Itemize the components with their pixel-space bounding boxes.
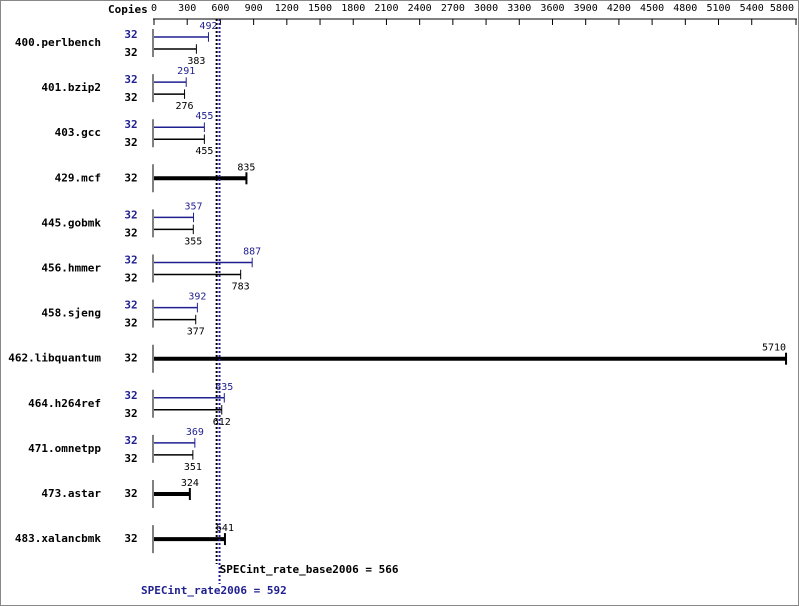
x-tick-label: 900 xyxy=(245,3,263,14)
value-label: 377 xyxy=(187,327,205,338)
copies-label: 32 xyxy=(124,46,137,59)
x-tick-label: 3300 xyxy=(507,3,531,14)
copies-label: 32 xyxy=(124,299,137,312)
copies-label: 32 xyxy=(124,136,137,149)
x-tick-label: 5400 xyxy=(740,3,764,14)
category-label: 473.astar xyxy=(41,487,101,500)
category-label: 401.bzip2 xyxy=(41,81,101,94)
copies-label: 32 xyxy=(124,73,137,86)
copies-label: 32 xyxy=(124,118,137,131)
value-label: 355 xyxy=(184,236,202,247)
category-label: 462.libquantum xyxy=(8,352,101,365)
value-label: 641 xyxy=(216,523,234,534)
category-label: 458.sjeng xyxy=(41,307,101,320)
x-tick-label: 1200 xyxy=(275,3,299,14)
x-tick-label: 1500 xyxy=(308,3,332,14)
category-label: 456.hmmer xyxy=(41,262,101,275)
copies-label: 32 xyxy=(124,91,137,104)
value-label: 783 xyxy=(232,282,250,293)
x-tick-label: 4200 xyxy=(607,3,631,14)
copies-label: 32 xyxy=(124,208,137,221)
x-tick-label: 1800 xyxy=(341,3,365,14)
x-tick-label: 4800 xyxy=(673,3,697,14)
copies-label: 32 xyxy=(124,532,137,545)
x-tick-label: 3600 xyxy=(540,3,564,14)
value-label: 455 xyxy=(195,111,213,122)
copies-label: 32 xyxy=(124,407,137,420)
x-tick-label: 600 xyxy=(211,3,229,14)
copies-label: 32 xyxy=(124,389,137,402)
category-label: 464.h264ref xyxy=(28,397,101,410)
value-label: 887 xyxy=(243,247,261,258)
axis-label: Copies xyxy=(108,3,148,16)
category-label: 471.omnetpp xyxy=(28,442,101,455)
category-label: 403.gcc xyxy=(55,126,101,139)
value-label: 276 xyxy=(176,101,194,112)
copies-label: 32 xyxy=(124,272,137,285)
x-tick-label: 2100 xyxy=(374,3,398,14)
x-tick-label: 5800 xyxy=(770,3,794,14)
value-label: 369 xyxy=(186,427,204,438)
category-label: 429.mcf xyxy=(55,171,101,184)
value-label: 324 xyxy=(181,478,199,489)
x-tick-label: 4500 xyxy=(640,3,664,14)
value-label: 612 xyxy=(213,417,231,428)
value-label: 635 xyxy=(215,382,233,393)
value-label: 5710 xyxy=(762,343,786,354)
base-summary-label: SPECint_rate_base2006 = 566 xyxy=(220,563,399,576)
category-label: 483.xalancbmk xyxy=(15,532,101,545)
category-label: 400.perlbench xyxy=(15,36,101,49)
copies-label: 32 xyxy=(124,452,137,465)
x-tick-label: 2700 xyxy=(441,3,465,14)
value-label: 455 xyxy=(195,146,213,157)
value-label: 357 xyxy=(184,201,202,212)
value-label: 351 xyxy=(184,462,202,473)
value-label: 383 xyxy=(187,56,205,67)
peak-summary-label: SPECint_rate2006 = 592 xyxy=(141,584,287,597)
category-label: 445.gobmk xyxy=(41,216,101,229)
copies-label: 32 xyxy=(124,28,137,41)
copies-label: 32 xyxy=(124,171,137,184)
value-label: 291 xyxy=(177,66,195,77)
copies-label: 32 xyxy=(124,226,137,239)
x-tick-label: 300 xyxy=(178,3,196,14)
x-tick-label: 3000 xyxy=(474,3,498,14)
value-label: 835 xyxy=(237,162,255,173)
value-label: 392 xyxy=(188,292,206,303)
copies-label: 32 xyxy=(124,352,137,365)
x-tick-label: 0 xyxy=(151,3,157,14)
x-tick-label: 5100 xyxy=(706,3,730,14)
x-tick-label: 2400 xyxy=(408,3,432,14)
copies-label: 32 xyxy=(124,487,137,500)
copies-label: 32 xyxy=(124,254,137,267)
value-label: 492 xyxy=(199,21,217,32)
copies-label: 32 xyxy=(124,317,137,330)
x-tick-label: 3900 xyxy=(574,3,598,14)
copies-label: 32 xyxy=(124,434,137,447)
